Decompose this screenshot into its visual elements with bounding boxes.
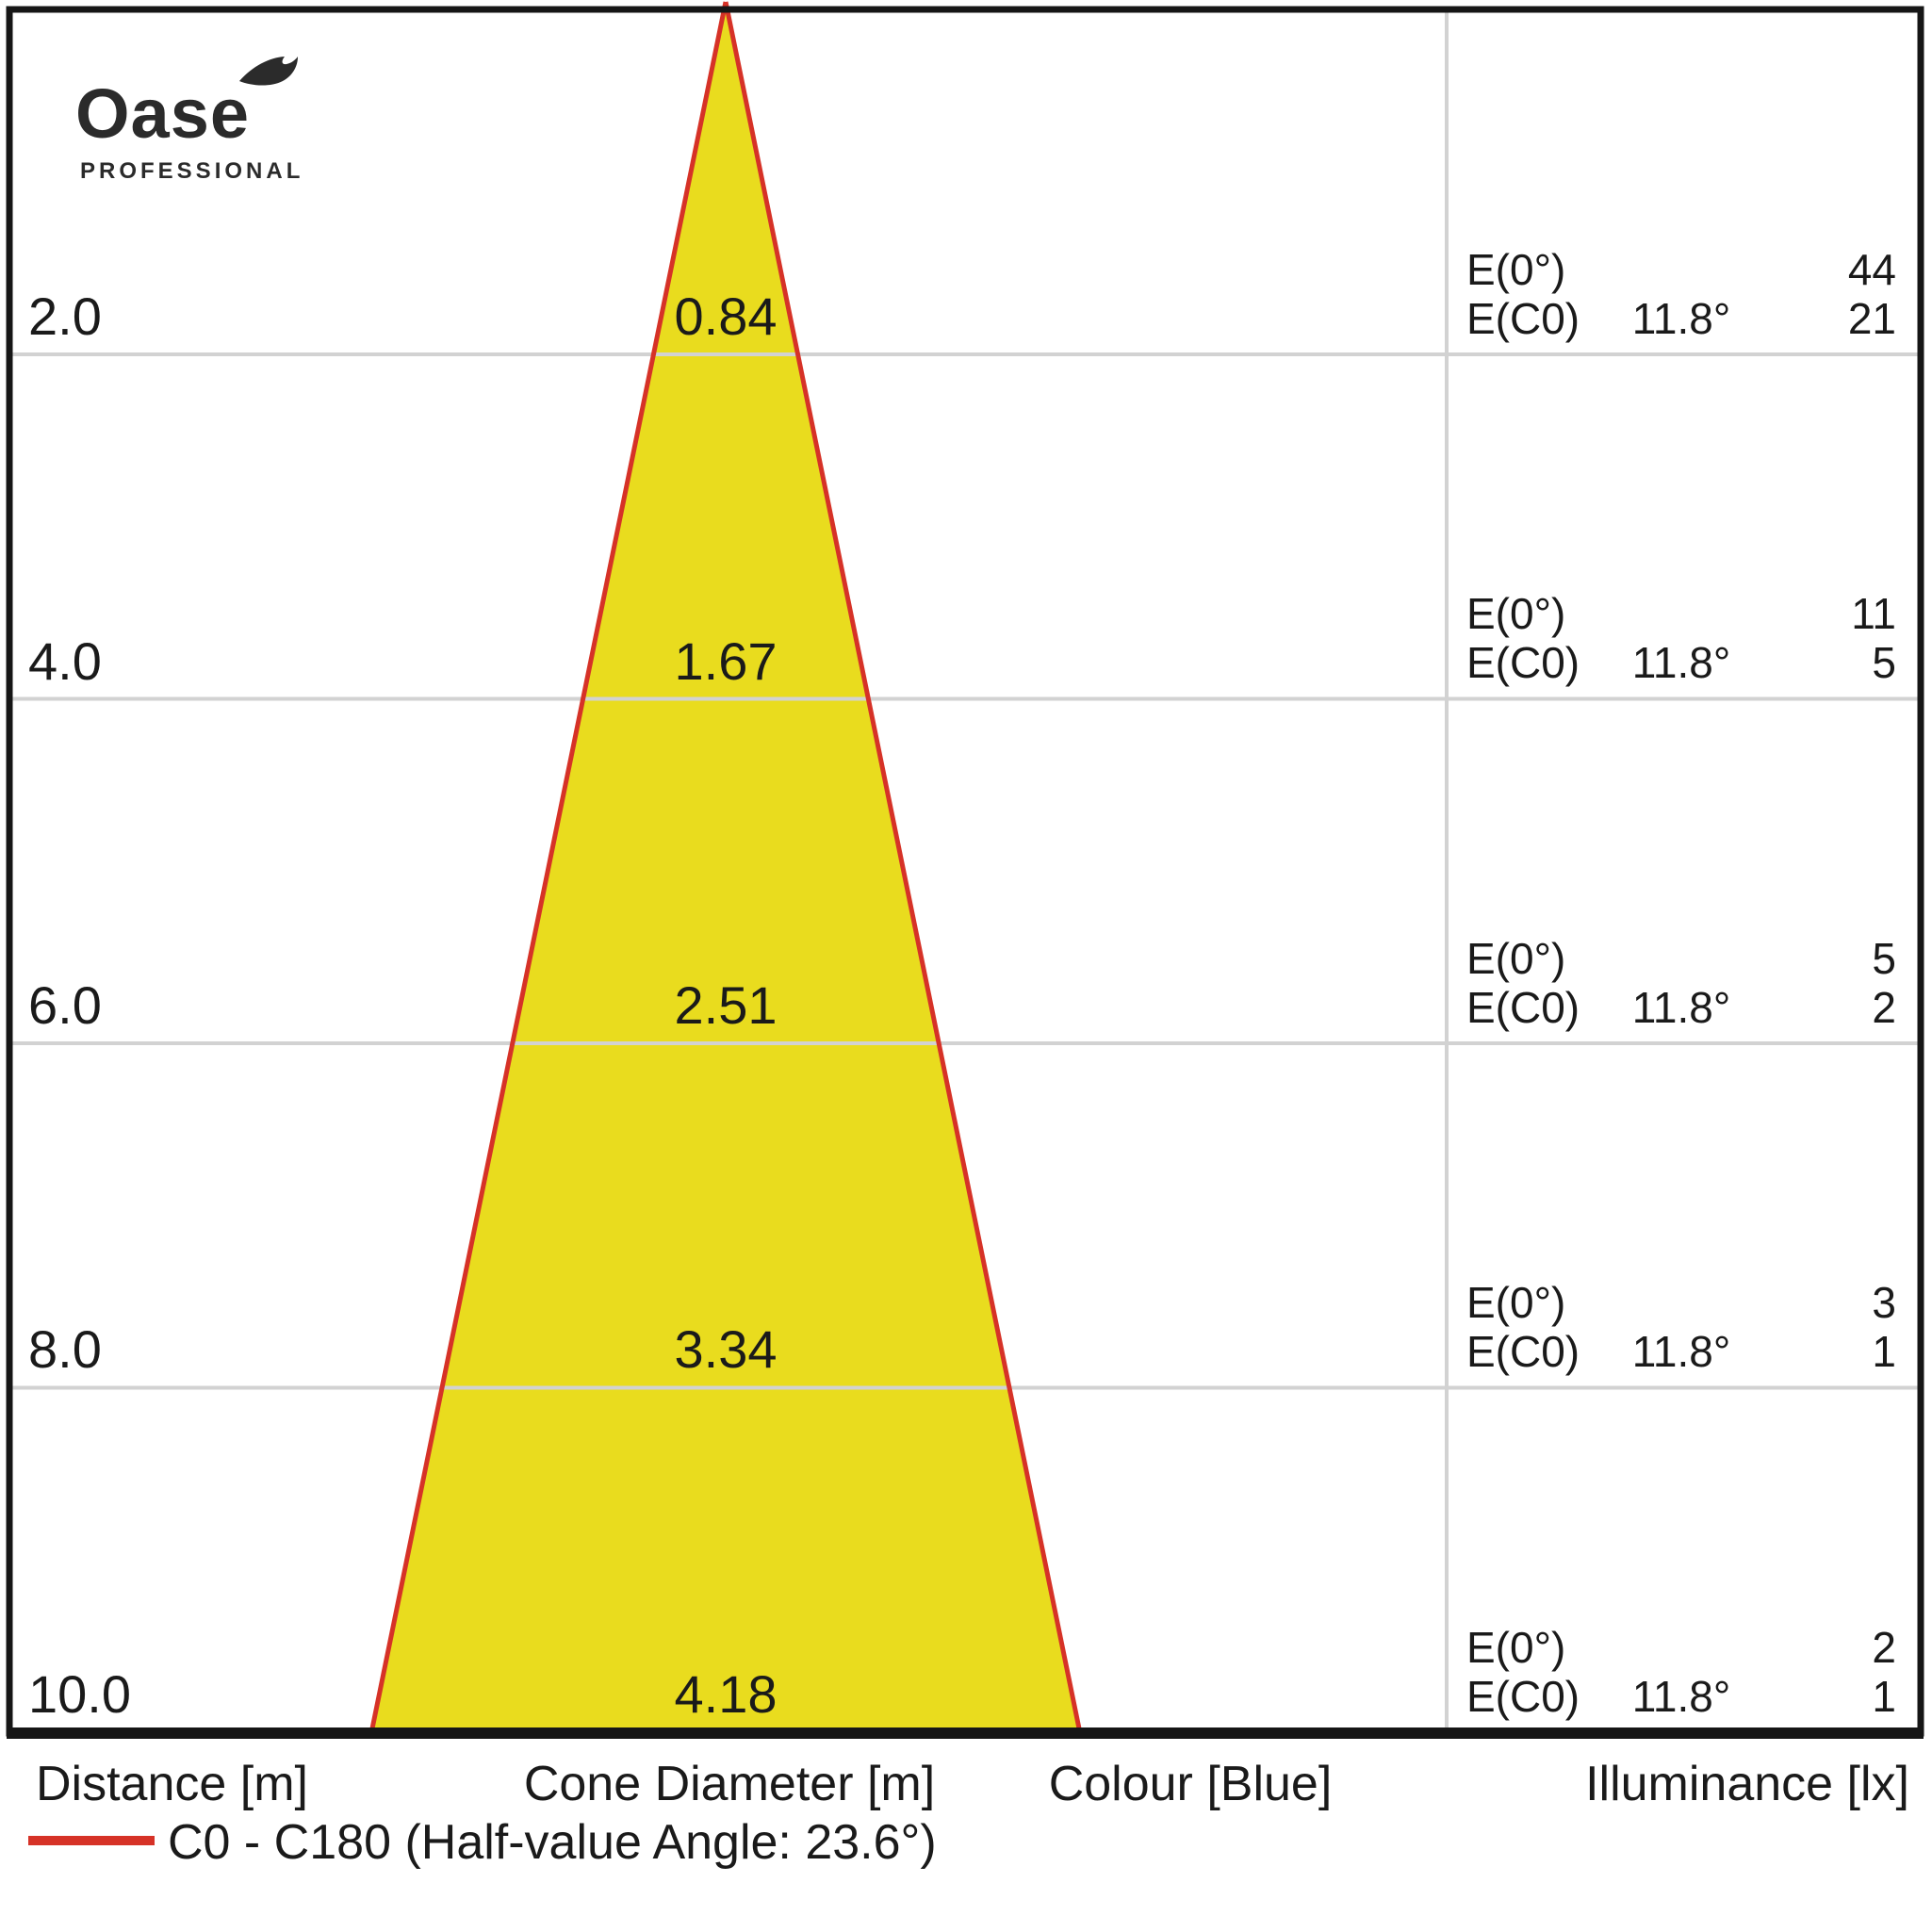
brand-logo-tagline: PROFESSIONAL (80, 158, 304, 184)
distance-value: 10.0 (28, 1664, 131, 1724)
e0-row: E(0°) 3 (1466, 1281, 1896, 1324)
cone-diameter-value: 2.51 (674, 975, 778, 1035)
ec0-value: 1 (1872, 1327, 1896, 1376)
ec0-row: E(C0) 11.8° 5 (1466, 641, 1896, 684)
ec0-angle: 11.8° (1631, 294, 1731, 343)
ec0-label: E(C0) (1466, 638, 1580, 687)
e0-row: E(0°) 11 (1466, 592, 1896, 635)
ec0-label: E(C0) (1466, 983, 1580, 1032)
ec0-value: 1 (1872, 1672, 1896, 1721)
light-cone-shape (371, 2, 1080, 1733)
e0-value: 3 (1872, 1278, 1896, 1327)
cone-diameter-value: 0.84 (674, 287, 778, 346)
footer-label-illuminance: Illuminance [lx] (1585, 1757, 1909, 1811)
legend-label: C0 - C180 (Half-value Angle: 23.6°) (168, 1815, 937, 1870)
e0-label: E(0°) (1466, 245, 1566, 294)
ec0-label: E(C0) (1466, 1327, 1580, 1376)
e0-label: E(0°) (1466, 1623, 1566, 1672)
ec0-angle: 11.8° (1631, 1327, 1731, 1376)
cone-diameter-value: 4.18 (674, 1664, 778, 1724)
legend-line-swatch (28, 1836, 155, 1845)
beam-edge-left (368, 1, 729, 1734)
distance-value: 4.0 (28, 631, 102, 691)
e0-row: E(0°) 44 (1466, 248, 1896, 291)
footer-label-colour: Colour [Blue] (1048, 1757, 1333, 1811)
ec0-angle: 11.8° (1631, 1672, 1731, 1721)
distance-value: 8.0 (28, 1319, 102, 1379)
cone-diameter-value: 3.34 (674, 1319, 778, 1379)
distance-value: 6.0 (28, 975, 102, 1035)
ec0-value: 2 (1872, 983, 1896, 1032)
e0-value: 5 (1872, 934, 1896, 983)
ec0-row: E(C0) 11.8° 21 (1466, 297, 1896, 340)
ec0-row: E(C0) 11.8° 1 (1466, 1330, 1896, 1373)
e0-row: E(0°) 5 (1466, 937, 1896, 980)
ec0-value: 21 (1847, 294, 1896, 343)
distance-value: 2.0 (28, 287, 102, 346)
e0-value: 11 (1851, 589, 1896, 638)
ec0-label: E(C0) (1466, 1672, 1580, 1721)
ec0-angle: 11.8° (1631, 983, 1731, 1032)
footer-label-cone-diameter: Cone Diameter [m] (523, 1757, 936, 1811)
e0-label: E(0°) (1466, 589, 1566, 638)
e0-row: E(0°) 2 (1466, 1626, 1896, 1669)
e0-label: E(0°) (1466, 1278, 1566, 1327)
ec0-row: E(C0) 11.8° 2 (1466, 986, 1896, 1029)
ec0-row: E(C0) 11.8° 1 (1466, 1675, 1896, 1718)
ec0-value: 5 (1872, 638, 1896, 687)
ec0-angle: 11.8° (1631, 638, 1731, 687)
beam-edge-right (723, 1, 1083, 1734)
e0-value: 44 (1847, 245, 1896, 294)
brand-logo-text: Oase (75, 74, 251, 153)
cone-diameter-value: 1.67 (674, 631, 778, 691)
e0-value: 2 (1872, 1623, 1896, 1672)
footer-label-distance: Distance [m] (36, 1757, 308, 1811)
e0-label: E(0°) (1466, 934, 1566, 983)
ec0-label: E(C0) (1466, 294, 1580, 343)
brand-swoosh-icon (239, 57, 298, 86)
